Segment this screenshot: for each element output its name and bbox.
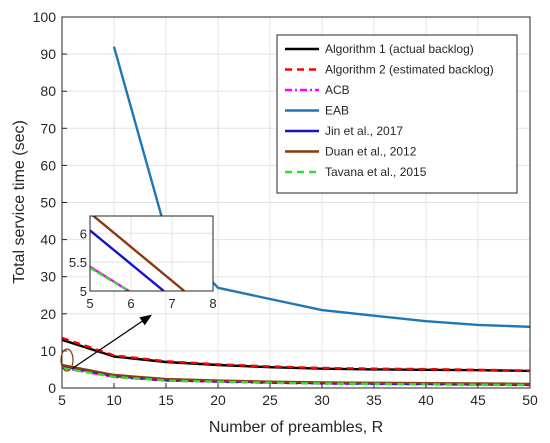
- inset-y-tick-label: 5.5: [69, 255, 87, 270]
- inset-series-layer: [90, 216, 186, 291]
- legend-label: Duan et al., 2012: [325, 145, 417, 159]
- zoom-ellipse: [60, 348, 74, 372]
- inset-series-line: [90, 266, 130, 291]
- x-tick-label: 15: [158, 392, 174, 408]
- legend: Algorithm 1 (actual backlog) Algorithm 2 …: [276, 34, 518, 194]
- ticks: 5 10 15 20 25 30 35 40 45 50 0 10 20 30 40 50 60 70 80 90 10…: [33, 9, 538, 408]
- x-axis-label: Number of preambles, R: [209, 419, 383, 436]
- inset-chart: 5 6 7 8 5 5.5 6: [69, 215, 217, 311]
- inset-series-line: [91, 216, 186, 291]
- inset-y-tick-label: 6: [80, 226, 87, 241]
- x-tick-label: 50: [522, 392, 538, 408]
- series-layer: [61, 46, 531, 387]
- x-tick-label: 35: [366, 392, 382, 408]
- legend-label: Tavana et al., 2015: [325, 165, 427, 179]
- inset-x-tick-label: 6: [127, 296, 134, 311]
- series-line: [61, 338, 531, 373]
- y-tick-label: 90: [40, 46, 56, 62]
- x-tick-label: 5: [58, 392, 66, 408]
- inset-x-tick-label: 7: [168, 296, 175, 311]
- x-tick-label: 40: [418, 392, 434, 408]
- y-tick-label: 20: [40, 306, 56, 322]
- x-tick-label: 25: [262, 392, 278, 408]
- y-tick-label: 40: [40, 232, 56, 248]
- inset-series-line: [90, 229, 165, 291]
- legend-label: Algorithm 2 (estimated backlog): [325, 63, 494, 77]
- x-tick-label: 45: [470, 392, 486, 408]
- x-tick-label: 20: [210, 392, 226, 408]
- y-tick-label: 50: [40, 195, 56, 211]
- y-tick-label: 0: [48, 380, 56, 396]
- y-tick-label: 100: [33, 9, 57, 25]
- inset-x-tick-label: 5: [86, 296, 93, 311]
- legend-box: [276, 34, 518, 194]
- y-tick-label: 30: [40, 269, 56, 285]
- y-tick-label: 70: [40, 120, 56, 136]
- x-tick-label: 30: [314, 392, 330, 408]
- series-line: [61, 366, 531, 387]
- y-tick-label: 80: [40, 83, 56, 99]
- y-tick-label: 60: [40, 157, 56, 173]
- inset-frame: [89, 215, 214, 292]
- zoom-arrow: [72, 314, 152, 369]
- legend-label: Jin et al., 2017: [325, 124, 403, 138]
- y-axis-label: Total service time (sec): [11, 120, 28, 284]
- y-tick-label: 10: [40, 343, 56, 359]
- legend-label: ACB: [325, 83, 350, 97]
- inset-y-tick-label: 5: [80, 284, 87, 299]
- legend-label: EAB: [325, 104, 349, 118]
- legend-label: Algorithm 1 (actual backlog): [325, 42, 474, 56]
- x-tick-label: 10: [106, 392, 122, 408]
- inset-x-tick-label: 8: [209, 296, 216, 311]
